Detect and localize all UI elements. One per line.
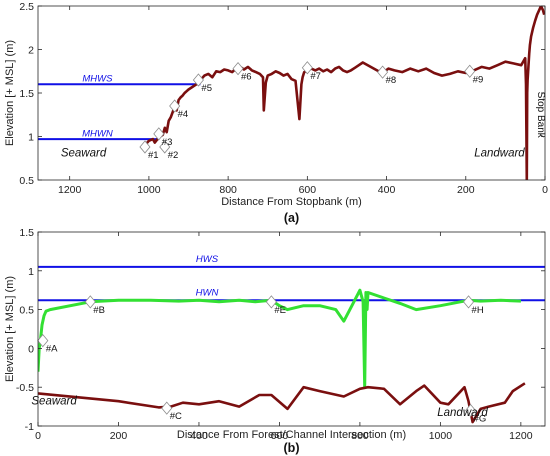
x-tick-label: 800 xyxy=(351,430,369,442)
x-tick-label: 600 xyxy=(299,184,317,196)
x-tick-label: 200 xyxy=(457,184,475,196)
survey-marker xyxy=(169,99,181,113)
survey-marker xyxy=(301,61,313,75)
survey-marker xyxy=(153,127,165,141)
survey-marker-label: #G xyxy=(474,413,487,424)
y-tick-label: 2 xyxy=(28,45,34,57)
survey-marker xyxy=(37,334,49,348)
survey-marker-label: #1 xyxy=(148,150,159,161)
axes-frame xyxy=(37,231,546,427)
annotation-stop-bank: Stop Bank xyxy=(535,92,546,139)
survey-marker-label: #8 xyxy=(386,75,397,86)
x-tick-label: 1200 xyxy=(509,430,533,442)
x-tick-label: 1200 xyxy=(58,184,82,196)
survey-marker xyxy=(463,295,475,309)
plot-area-a xyxy=(38,6,545,180)
x-tick-label: 800 xyxy=(219,184,237,196)
reference-label-mhws: MHWS xyxy=(82,74,113,85)
y-tick-label: 1 xyxy=(28,132,34,144)
survey-marker-label: #B xyxy=(93,305,105,316)
plot-area-b xyxy=(38,265,545,424)
x-axis-label: Distance From Forest/Channel Intersectio… xyxy=(177,429,406,441)
y-tick-label: 2.5 xyxy=(19,1,34,13)
y-tick-label: -1 xyxy=(25,421,34,433)
channel-line xyxy=(38,288,521,389)
survey-marker-label: #A xyxy=(46,344,58,355)
y-axis-label: Elevation [+ MSL] (m) xyxy=(4,276,16,382)
x-tick-label: 400 xyxy=(190,430,208,442)
panel-label: (a) xyxy=(284,211,299,225)
survey-marker xyxy=(377,65,389,79)
survey-marker xyxy=(161,401,173,415)
x-tick-label: 200 xyxy=(110,430,128,442)
survey-marker xyxy=(84,295,96,309)
survey-marker-label: #7 xyxy=(310,71,321,82)
survey-marker-label: #2 xyxy=(168,150,179,161)
survey-marker-label: #6 xyxy=(241,72,252,83)
panel-a: MHWS MHWN #1 #2 #3 #4 #5 #6 #7 #8 #9 Seaward Landwar… xyxy=(4,1,548,225)
survey-marker xyxy=(464,64,476,78)
reference-label-mhwn: MHWN xyxy=(82,128,113,139)
survey-marker-label: #E xyxy=(274,305,286,316)
annotation-seaward: Seaward xyxy=(61,148,107,160)
survey-marker-label: #3 xyxy=(162,137,173,148)
y-tick-label: -0.5 xyxy=(16,382,34,394)
x-tick-label: 0 xyxy=(35,430,41,442)
y-tick-label: 1.5 xyxy=(19,88,34,100)
survey-marker xyxy=(159,140,171,154)
profile-line xyxy=(38,382,526,424)
x-tick-label: 0 xyxy=(542,184,548,196)
y-tick-label: 0.5 xyxy=(19,175,34,187)
x-tick-label: 1000 xyxy=(137,184,161,196)
panel-label: (b) xyxy=(284,441,300,455)
survey-marker-label: #5 xyxy=(201,83,212,94)
annotation-landward: Landward xyxy=(474,148,525,160)
reference-label-hws: HWS xyxy=(196,254,219,265)
panel-b: HWS HWN #A #B #C #E #H #G Seaward Landward 0 200 400… xyxy=(4,227,546,455)
x-tick-label: 600 xyxy=(271,430,289,442)
y-axis-label: Elevation [+ MSL] (m) xyxy=(4,40,16,146)
y-tick-label: 0 xyxy=(28,343,34,355)
y-tick-label: 1.5 xyxy=(19,227,34,239)
y-tick-label: 1 xyxy=(28,266,34,278)
axes-frame xyxy=(37,5,546,181)
y-tick-label: 0.5 xyxy=(19,305,34,317)
survey-marker-label: #C xyxy=(170,411,182,422)
x-axis-label: Distance From Stopbank (m) xyxy=(221,196,362,208)
annotation-seaward: Seaward xyxy=(31,395,77,407)
x-tick-label: 1000 xyxy=(429,430,453,442)
survey-marker xyxy=(465,403,477,418)
survey-marker xyxy=(192,73,204,87)
survey-marker xyxy=(265,295,277,309)
x-tick-label: 400 xyxy=(378,184,396,196)
survey-marker-label: #4 xyxy=(178,109,189,120)
survey-marker-label: #H xyxy=(472,305,484,316)
reference-label-hwn: HWN xyxy=(196,287,219,298)
survey-marker-label: #9 xyxy=(473,74,484,85)
survey-marker xyxy=(232,62,244,76)
annotation-landward: Landward xyxy=(437,407,488,419)
survey-marker xyxy=(139,140,151,154)
